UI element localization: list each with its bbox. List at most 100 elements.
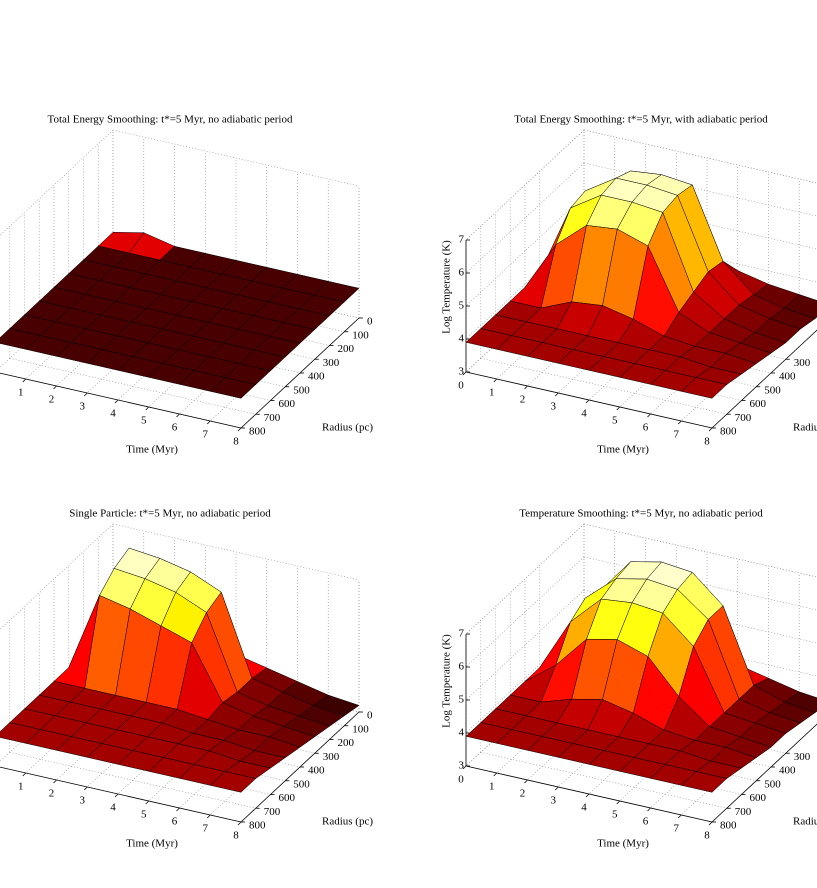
y-tick-label: 800 bbox=[249, 426, 266, 438]
y-tick-label: 500 bbox=[764, 778, 781, 790]
x-tick bbox=[647, 807, 651, 812]
y-tick-label: 200 bbox=[338, 343, 355, 355]
x-tick-label: 3 bbox=[80, 401, 86, 413]
x-tick-label: 5 bbox=[141, 809, 147, 821]
y-tick-label: 300 bbox=[323, 357, 340, 369]
x-tick bbox=[493, 772, 498, 777]
y-axis-label: Radius (pc) bbox=[793, 422, 817, 434]
surface-patch bbox=[210, 771, 256, 793]
x-tick-label: 7 bbox=[674, 823, 680, 835]
x-tick bbox=[616, 406, 621, 411]
x-tick bbox=[22, 772, 27, 777]
y-tick-label: 600 bbox=[750, 398, 767, 410]
x-tick bbox=[554, 392, 559, 397]
x-tick bbox=[22, 378, 27, 383]
x-tick bbox=[677, 814, 682, 819]
x-tick-label: 0 bbox=[458, 774, 464, 786]
box-edge bbox=[112, 523, 360, 581]
x-tick-label: 2 bbox=[49, 394, 55, 406]
x-tick-label: 8 bbox=[233, 830, 239, 842]
x-tick bbox=[462, 765, 467, 770]
x-tick-label: 3 bbox=[551, 401, 557, 413]
y-tick-label: 800 bbox=[720, 426, 737, 438]
y-tick-label: 600 bbox=[279, 398, 296, 410]
x-tick bbox=[145, 800, 150, 805]
grid-line bbox=[583, 129, 817, 184]
chart-title: Temperature Smoothing: t*=5 Myr, no adia… bbox=[519, 508, 763, 520]
x-tick-label: 7 bbox=[203, 429, 209, 441]
box-edge bbox=[0, 129, 114, 236]
y-tick-label: 700 bbox=[735, 806, 752, 818]
y-tick-label: 700 bbox=[735, 412, 752, 424]
y-tick-label: 300 bbox=[794, 751, 811, 763]
x-tick bbox=[53, 779, 57, 784]
chart-title: Single Particle: t*=5 Myr, no adiabatic … bbox=[69, 508, 271, 520]
y-tick-label: 700 bbox=[264, 806, 281, 818]
x-tick bbox=[677, 420, 682, 425]
x-tick bbox=[83, 392, 88, 397]
x-tick bbox=[708, 427, 713, 432]
z-tick-label: 6 bbox=[459, 267, 465, 279]
x-tick bbox=[616, 800, 621, 805]
x-tick bbox=[53, 385, 57, 390]
x-tick-label: 6 bbox=[643, 422, 649, 434]
x-tick bbox=[554, 786, 559, 791]
y-tick-label: 300 bbox=[794, 357, 811, 369]
z-tick-label: 5 bbox=[459, 694, 465, 706]
x-tick bbox=[524, 779, 528, 784]
y-tick-label: 400 bbox=[308, 371, 325, 383]
x-tick-label: 3 bbox=[551, 795, 557, 807]
y-tick-label: 500 bbox=[293, 384, 310, 396]
grid-line bbox=[480, 751, 727, 809]
y-tick-label: 400 bbox=[308, 765, 325, 777]
x-tick bbox=[237, 821, 242, 826]
grid-line bbox=[480, 357, 727, 415]
y-tick-label: 400 bbox=[779, 371, 796, 383]
x-tick bbox=[114, 399, 119, 404]
y-tick-label: 200 bbox=[338, 737, 355, 749]
x-axis-label: Time (Myr) bbox=[126, 444, 178, 456]
x-tick-label: 5 bbox=[141, 415, 147, 427]
y-tick-label: 500 bbox=[764, 384, 781, 396]
x-tick-label: 8 bbox=[704, 436, 710, 448]
grid-line bbox=[583, 162, 817, 217]
z-tick-label: 3 bbox=[459, 366, 465, 378]
x-tick bbox=[114, 793, 119, 798]
x-tick-label: 7 bbox=[203, 823, 209, 835]
z-tick-label: 3 bbox=[459, 760, 465, 772]
grid-line bbox=[583, 556, 817, 611]
x-tick-label: 6 bbox=[172, 422, 178, 434]
x-axis-label: Time (Myr) bbox=[597, 444, 649, 456]
x-tick-label: 3 bbox=[80, 795, 86, 807]
x-tick bbox=[206, 420, 211, 425]
z-axis-label: Log Temperature (K) bbox=[441, 240, 453, 334]
x-tick bbox=[708, 821, 713, 826]
chart-title: Total Energy Smoothing: t*=5 Myr, with a… bbox=[514, 114, 768, 126]
y-tick-label: 800 bbox=[720, 820, 737, 832]
x-tick bbox=[83, 786, 88, 791]
y-tick-label: 700 bbox=[264, 412, 281, 424]
y-tick-label: 600 bbox=[750, 792, 767, 804]
x-tick-label: 1 bbox=[489, 781, 495, 793]
x-tick-label: 5 bbox=[612, 809, 618, 821]
x-tick-label: 4 bbox=[581, 408, 587, 420]
y-tick-label: 300 bbox=[323, 751, 340, 763]
y-axis-label: Radius (pc) bbox=[322, 422, 373, 434]
z-axis-label: Log Temperature (K) bbox=[441, 634, 453, 728]
x-tick bbox=[647, 413, 651, 418]
grid-line bbox=[9, 751, 256, 809]
x-tick-label: 6 bbox=[172, 816, 178, 828]
x-tick-label: 7 bbox=[674, 429, 680, 441]
x-tick-label: 1 bbox=[18, 781, 24, 793]
x-tick-label: 8 bbox=[233, 436, 239, 448]
x-tick bbox=[524, 385, 528, 390]
z-tick-label: 7 bbox=[459, 234, 465, 246]
x-tick bbox=[145, 406, 150, 411]
surface-patch bbox=[210, 377, 256, 399]
x-tick bbox=[462, 371, 467, 376]
